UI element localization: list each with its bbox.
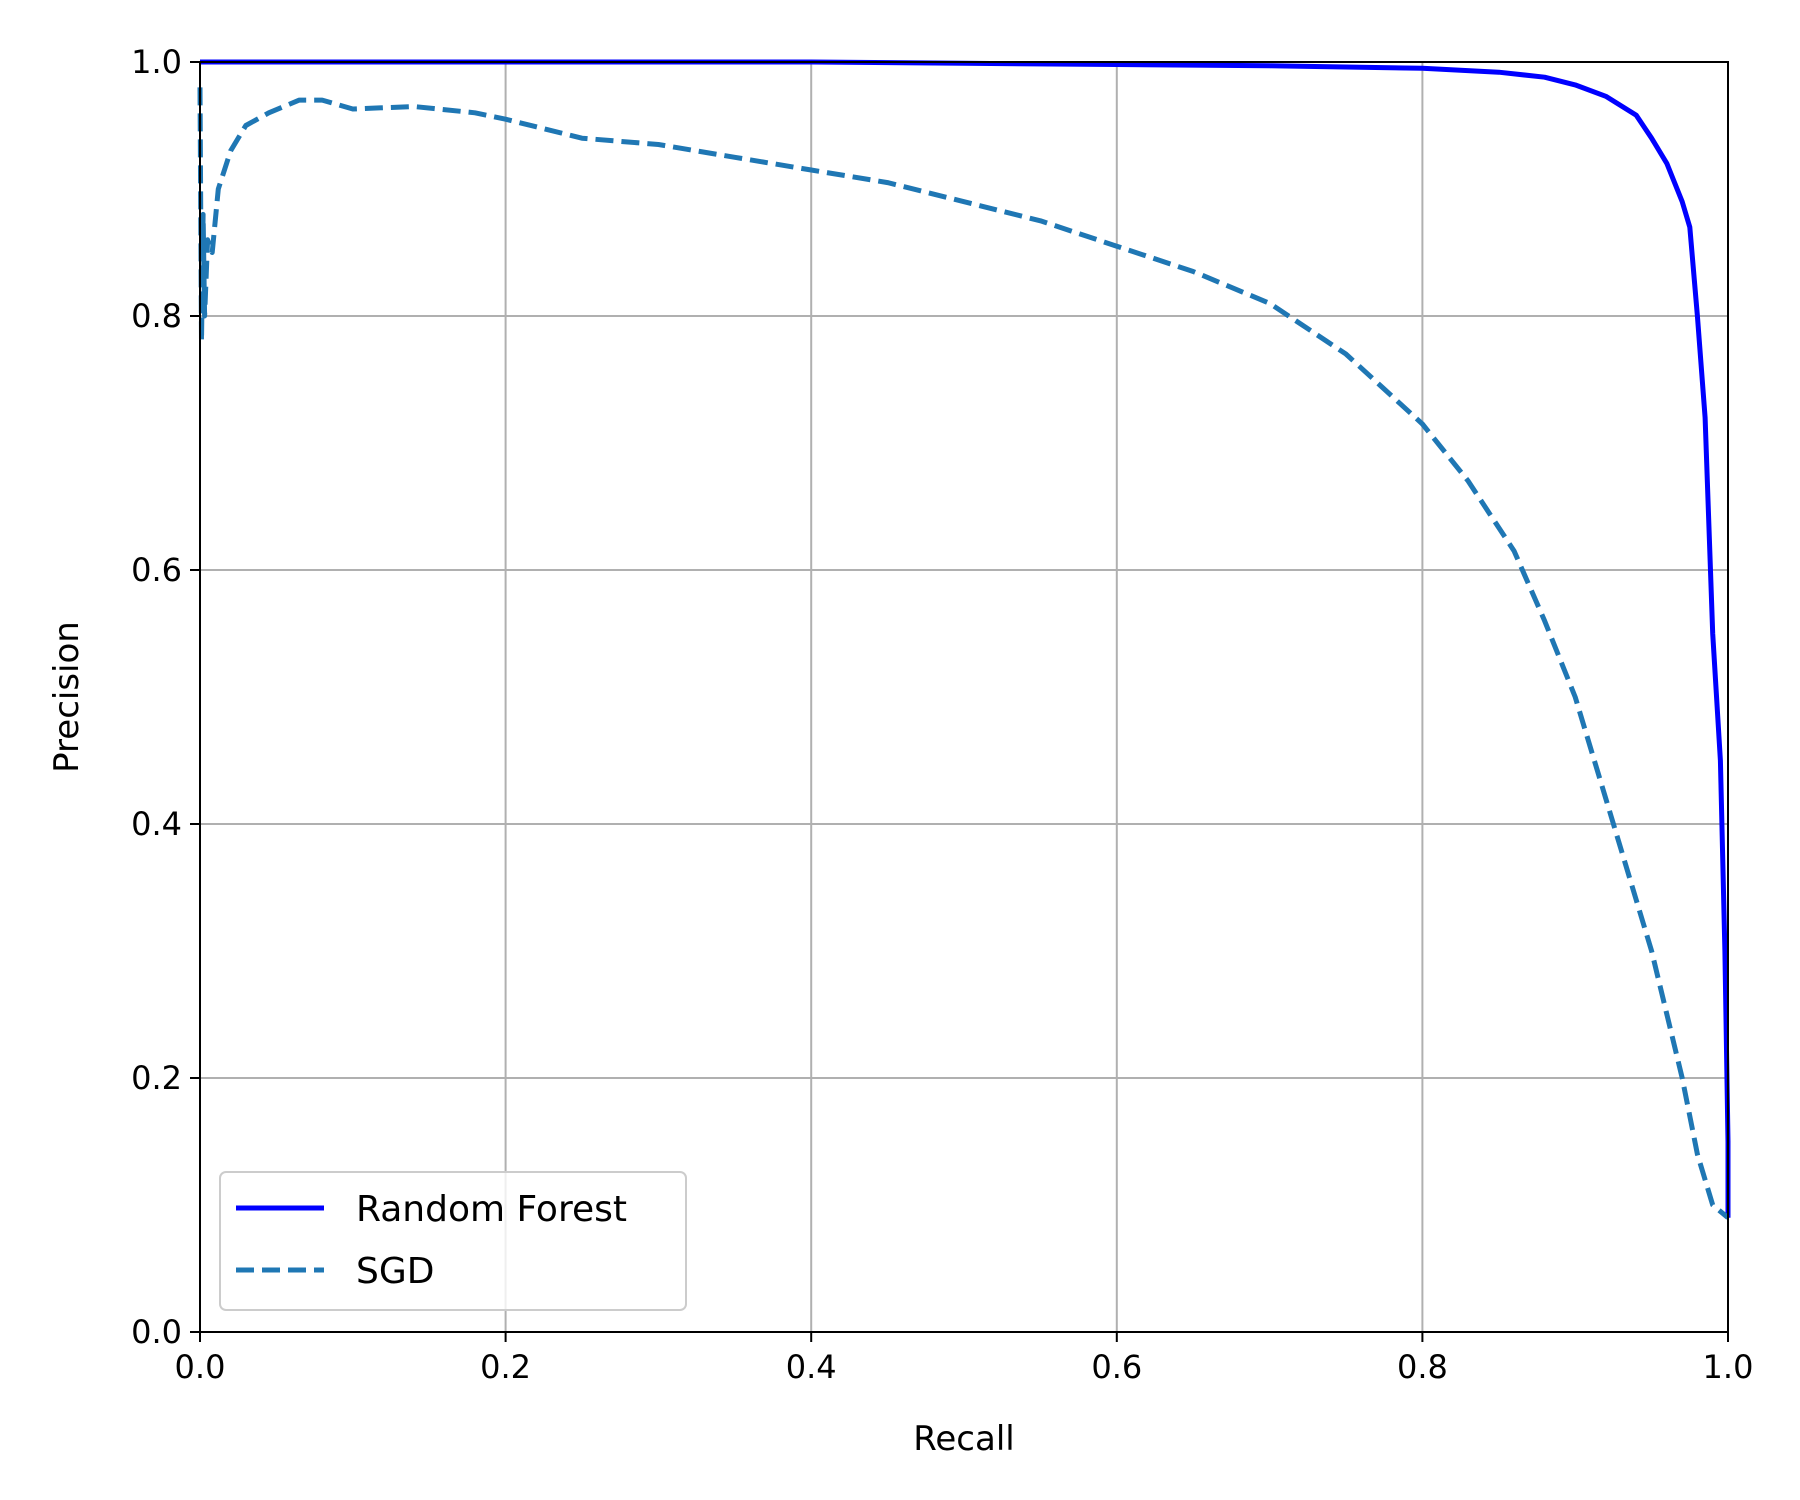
plot-frame xyxy=(199,61,1729,1333)
y-tick-label: 1.0 xyxy=(131,43,182,81)
x-axis-label: Recall xyxy=(913,1419,1014,1459)
legend-label-random-forest: Random Forest xyxy=(356,1189,627,1230)
axis-ticks: 0.0 0.2 0.4 0.6 0.8 1.0 0.0 0.2 0.4 0.6 0.8 1.0 xyxy=(131,43,1753,1386)
series-line-sgd xyxy=(197,87,1730,1220)
plot-background xyxy=(200,62,1728,1332)
y-tick-label: 0.2 xyxy=(131,1059,182,1097)
y-tick-label: 0.4 xyxy=(131,805,182,843)
x-tick-label: 0.6 xyxy=(1091,1348,1142,1386)
x-tick-label: 0.0 xyxy=(175,1348,226,1386)
x-tick-label: 0.4 xyxy=(786,1348,837,1386)
legend: Random Forest SGD xyxy=(219,1171,687,1311)
y-tick-label: 0.6 xyxy=(131,551,182,589)
x-tick-label: 0.8 xyxy=(1397,1348,1448,1386)
x-tick-label: 1.0 xyxy=(1703,1348,1754,1386)
y-axis-label: Precision xyxy=(47,621,87,773)
legend-label-sgd: SGD xyxy=(356,1251,434,1292)
y-tick-label: 0.0 xyxy=(131,1313,182,1351)
legend-frame xyxy=(219,1171,687,1311)
x-tick-label: 0.2 xyxy=(480,1348,531,1386)
y-tick-label: 0.8 xyxy=(131,297,182,335)
